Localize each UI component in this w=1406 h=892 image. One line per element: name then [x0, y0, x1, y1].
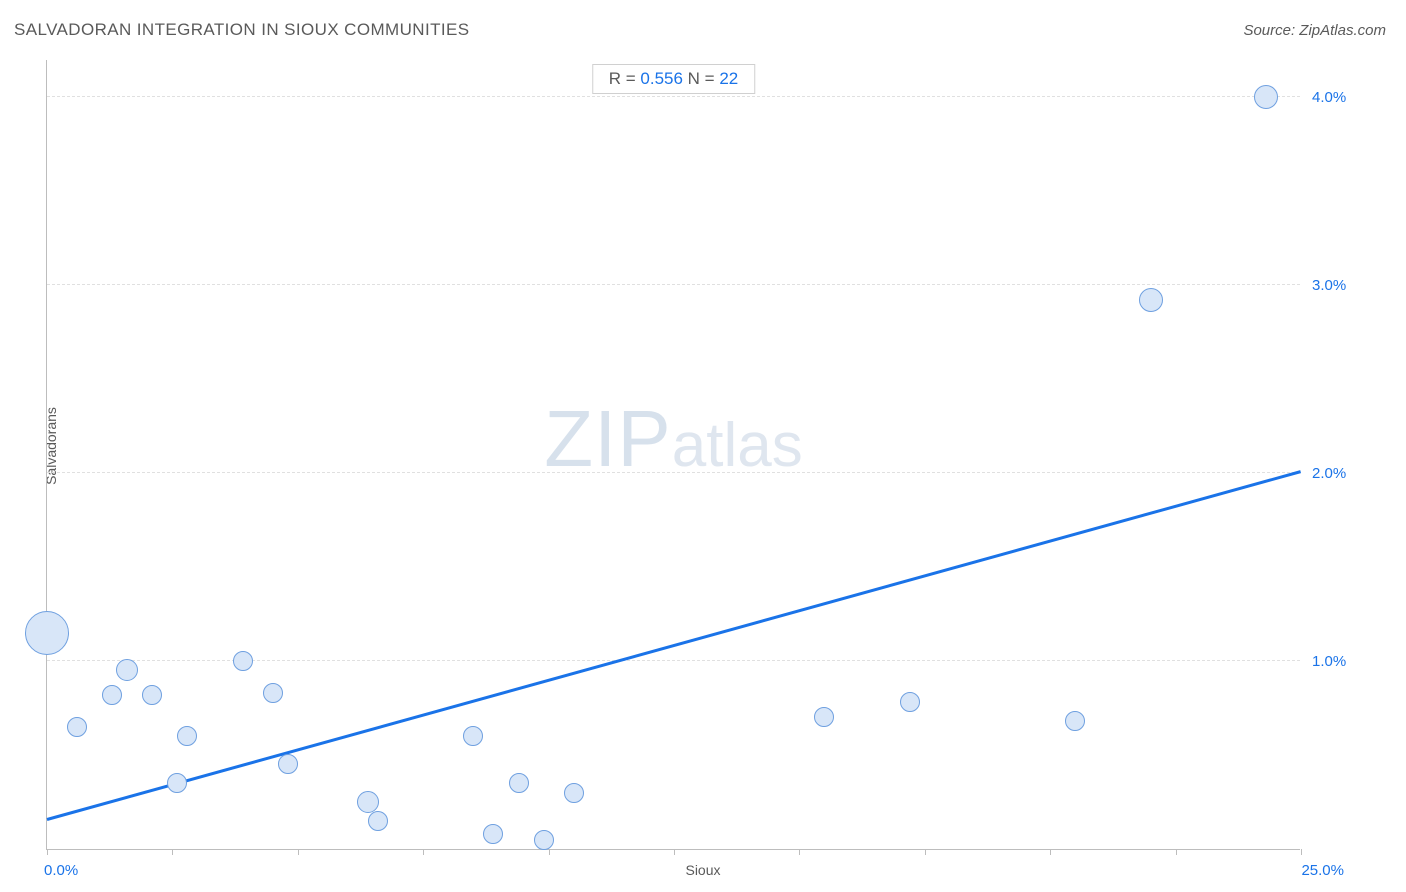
x-tick [172, 849, 173, 855]
y-tick-label: 1.0% [1312, 653, 1346, 670]
r-label: R = [609, 69, 641, 88]
x-tick [549, 849, 550, 855]
data-point [278, 754, 298, 774]
x-axis-label: Sioux [685, 862, 720, 878]
y-tick-label: 4.0% [1312, 89, 1346, 106]
data-point [1254, 85, 1278, 109]
source-attribution: Source: ZipAtlas.com [1243, 22, 1386, 39]
data-point [564, 783, 584, 803]
data-point [167, 773, 187, 793]
watermark-atlas: atlas [672, 411, 803, 480]
data-point [368, 811, 388, 831]
x-tick [925, 849, 926, 855]
data-point [900, 692, 920, 712]
data-point [233, 651, 253, 671]
x-axis-max: 25.0% [1301, 862, 1344, 879]
data-point [263, 683, 283, 703]
data-point [116, 659, 138, 681]
data-point [483, 824, 503, 844]
n-label: N = [683, 69, 719, 88]
y-tick-label: 3.0% [1312, 277, 1346, 294]
x-tick [1176, 849, 1177, 855]
data-point [534, 830, 554, 850]
y-tick-label: 2.0% [1312, 465, 1346, 482]
stats-box: R = 0.556 N = 22 [592, 64, 756, 94]
gridline [47, 284, 1300, 285]
watermark-zip: ZIP [544, 394, 671, 483]
x-tick [1301, 849, 1302, 855]
x-tick [423, 849, 424, 855]
data-point [509, 773, 529, 793]
x-tick [1050, 849, 1051, 855]
n-value: 22 [719, 69, 738, 88]
r-value: 0.556 [640, 69, 683, 88]
gridline [47, 472, 1300, 473]
data-point [142, 685, 162, 705]
data-point [814, 707, 834, 727]
x-tick [47, 849, 48, 855]
data-point [1065, 711, 1085, 731]
data-point [102, 685, 122, 705]
plot-area: ZIPatlas R = 0.556 N = 22 [46, 60, 1300, 850]
chart-container: SALVADORAN INTEGRATION IN SIOUX COMMUNIT… [0, 0, 1406, 892]
data-point [1139, 288, 1163, 312]
chart-title: SALVADORAN INTEGRATION IN SIOUX COMMUNIT… [14, 20, 469, 40]
x-tick [799, 849, 800, 855]
x-tick [298, 849, 299, 855]
data-point [463, 726, 483, 746]
x-axis-min: 0.0% [44, 862, 78, 879]
data-point [357, 791, 379, 813]
data-point [177, 726, 197, 746]
x-tick [674, 849, 675, 855]
data-point [67, 717, 87, 737]
data-point [25, 611, 69, 655]
trend-line [47, 470, 1302, 821]
gridline [47, 96, 1300, 97]
